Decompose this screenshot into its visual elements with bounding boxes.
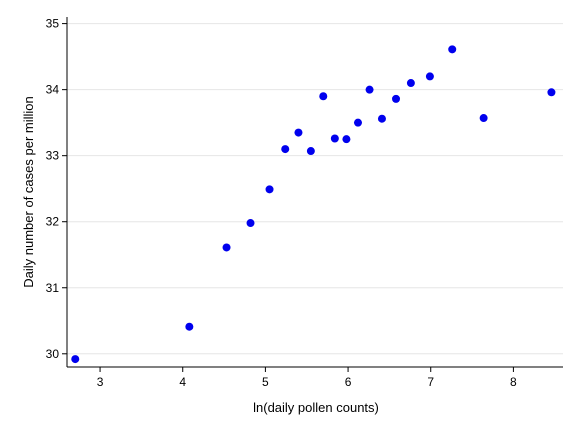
data-point	[365, 85, 374, 94]
data-point	[265, 185, 274, 194]
y-tick-label: 31	[46, 281, 60, 295]
x-tick-label: 5	[262, 375, 269, 389]
y-tick-label: 35	[46, 17, 60, 31]
x-tick-label: 3	[97, 375, 104, 389]
y-tick-label: 33	[46, 149, 60, 163]
axes	[66, 17, 563, 368]
data-point	[342, 135, 351, 144]
x-tick-label: 4	[179, 375, 186, 389]
x-tick-label: 8	[510, 375, 517, 389]
data-point	[547, 88, 556, 97]
data-point	[406, 79, 415, 88]
data-point	[330, 134, 339, 143]
data-point	[479, 114, 488, 123]
data-point	[425, 72, 434, 81]
data-point	[185, 322, 194, 331]
data-point	[319, 92, 328, 101]
data-point	[377, 114, 386, 123]
x-tick-label: 7	[427, 375, 434, 389]
data-point	[353, 118, 362, 127]
y-axis-ticks: 30 31 32 33 34 35	[46, 17, 67, 361]
data-points	[71, 45, 556, 364]
x-axis-title: ln(daily pollen counts)	[253, 400, 379, 415]
data-point	[306, 147, 315, 156]
data-point	[281, 145, 290, 154]
data-point	[246, 219, 255, 228]
y-axis-title: Daily number of cases per million	[21, 96, 36, 287]
gridlines	[67, 23, 563, 355]
data-point	[294, 128, 303, 137]
data-point	[448, 45, 457, 54]
y-tick-label: 32	[46, 215, 60, 229]
y-tick-label: 30	[46, 347, 60, 361]
data-point	[222, 243, 231, 252]
data-point	[71, 355, 80, 364]
data-point	[392, 94, 401, 103]
x-tick-label: 6	[345, 375, 352, 389]
y-tick-label: 34	[46, 83, 60, 97]
x-axis-ticks: 3 4 5 6 7 8	[97, 367, 517, 389]
